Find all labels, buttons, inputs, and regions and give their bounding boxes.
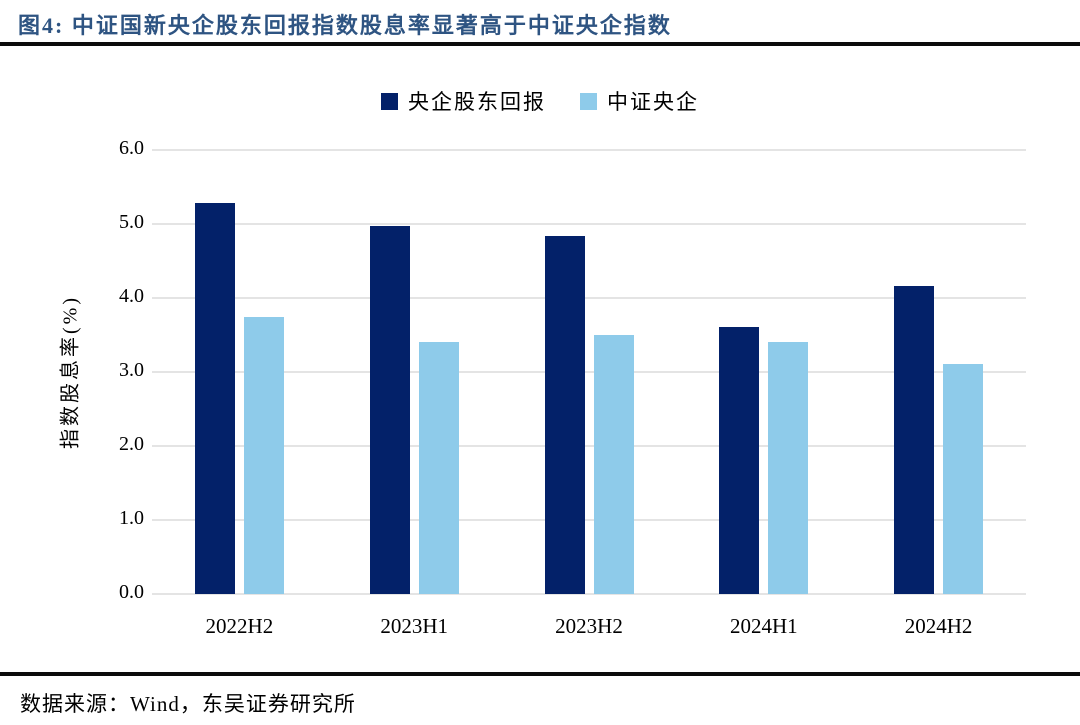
legend-swatch-icon bbox=[381, 92, 398, 110]
bar-中证央企-2023H1 bbox=[418, 342, 459, 594]
bar-中证央企-2022H2 bbox=[243, 317, 284, 594]
legend-label: 中证央企 bbox=[607, 90, 699, 114]
bar-央企股东回报-2024H2 bbox=[894, 286, 935, 594]
y-tick-label: 3.0 bbox=[119, 359, 144, 381]
legend-item: 央企股东回报 bbox=[381, 86, 546, 116]
title-divider bbox=[0, 42, 1080, 46]
gridline bbox=[152, 445, 1026, 447]
gridline bbox=[152, 519, 1026, 521]
x-axis-label: 2023H2 bbox=[555, 614, 623, 638]
chart-legend: 央企股东回报 中证央企 bbox=[0, 86, 1080, 116]
y-tick-label: 6.0 bbox=[119, 137, 144, 159]
bar-央企股东回报-2023H1 bbox=[369, 226, 410, 594]
plot-area bbox=[152, 149, 1026, 595]
bar-央企股东回报-2022H2 bbox=[194, 203, 235, 594]
x-axis-label: 2024H1 bbox=[729, 614, 798, 638]
y-tick-label: 0.0 bbox=[119, 581, 144, 603]
x-axis-label: 2023H1 bbox=[380, 614, 449, 638]
gridline bbox=[152, 223, 1026, 225]
gridline bbox=[152, 371, 1026, 373]
y-tick-label: 2.0 bbox=[119, 433, 144, 455]
y-tick-label: 5.0 bbox=[119, 211, 144, 233]
legend-label: 央企股东回报 bbox=[408, 90, 546, 114]
gridline bbox=[152, 593, 1026, 595]
legend-swatch-icon bbox=[580, 92, 597, 110]
data-source: 数据来源：Wind，东吴证券研究所 bbox=[20, 692, 356, 716]
figure-title: 图4: 中证国新央企股东回报指数股息率显著高于中证央企指数 bbox=[18, 13, 672, 38]
legend-item: 中证央企 bbox=[580, 86, 699, 116]
gridline bbox=[152, 149, 1026, 151]
bar-央企股东回报-2023H2 bbox=[544, 235, 585, 594]
bar-央企股东回报-2024H1 bbox=[719, 326, 760, 594]
x-axis-label: 2022H2 bbox=[205, 614, 274, 638]
bar-中证央企-2024H1 bbox=[768, 341, 809, 594]
footer-divider bbox=[0, 672, 1080, 676]
y-tick-label: 1.0 bbox=[119, 507, 144, 529]
gridline bbox=[152, 297, 1026, 299]
x-axis-label: 2024H2 bbox=[904, 614, 973, 638]
y-axis-title: 指数股息率(%) bbox=[59, 295, 82, 449]
y-tick-label: 4.0 bbox=[119, 285, 144, 307]
bar-中证央企-2024H2 bbox=[943, 363, 984, 594]
bar-中证央企-2023H2 bbox=[593, 335, 634, 594]
